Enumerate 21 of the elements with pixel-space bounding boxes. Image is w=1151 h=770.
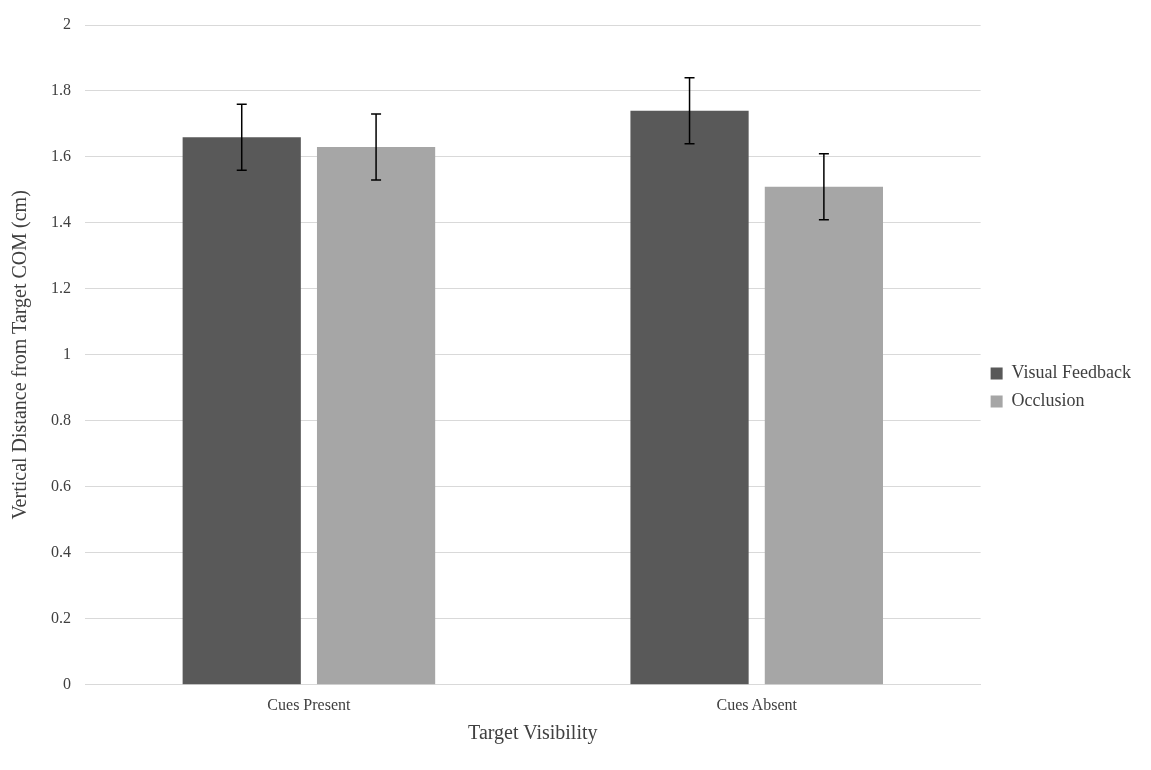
legend-label: Visual Feedback — [1011, 362, 1132, 383]
y-tick-label: 0 — [63, 675, 71, 692]
x-axis-title: Target Visibility — [468, 721, 598, 745]
y-tick-label: 1 — [63, 345, 71, 363]
y-tick-label: 2 — [63, 15, 71, 33]
y-tick-label: 0.8 — [51, 411, 71, 429]
x-tick-label: Cues Absent — [716, 695, 798, 713]
bar — [630, 110, 749, 685]
y-tick-label: 1.2 — [51, 279, 71, 297]
legend-label: Occlusion — [1011, 390, 1085, 411]
y-tick-label: 1.8 — [51, 81, 71, 99]
x-tick-label: Cues Present — [267, 695, 352, 713]
y-tick-label: 0.4 — [51, 543, 71, 561]
bar — [316, 147, 436, 685]
y-tick-label: 0.6 — [51, 477, 71, 495]
y-tick-label: 0.2 — [51, 609, 71, 627]
bar — [182, 137, 301, 685]
y-tick-label: 1.4 — [51, 213, 71, 231]
bar — [764, 186, 883, 685]
y-tick-label: 1.6 — [51, 147, 71, 165]
y-axis-title: Vertical Distance from Target COM (cm) — [8, 190, 32, 520]
